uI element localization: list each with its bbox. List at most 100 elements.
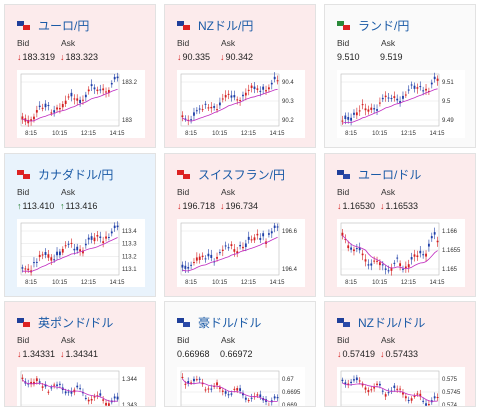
candle-body [107,236,110,238]
candle-body [376,109,378,111]
rate-card[interactable]: NZドル/ドル Bid Ask ↓0.57419 ↓0.57433 0.575 0.5745… [324,301,476,407]
mini-price-chart: 1.344 1.343 [17,367,145,406]
card-header[interactable]: NZドル/ドル [337,315,426,330]
currency-pair-title[interactable]: ランド/円 [358,18,410,33]
candle-body [396,388,399,390]
candle-body [253,86,256,90]
candle-body [404,94,407,96]
rate-card[interactable]: カナダドル/円 Bid Ask ↑113.410 ↑113.416 113.4 113.3 1… [4,153,156,297]
y-tick-label: 1.344 [122,377,138,383]
rate-card[interactable]: ユーロ/円 Bid Ask ↓183.319 ↓183.323 183.2 183 8:15 1… [4,4,156,148]
card-header[interactable]: 英ポンド/ドル [17,315,114,330]
bid-value-text: 0.66968 [177,349,210,359]
candle-body [373,108,376,110]
currency-pair-title[interactable]: ユーロ/円 [38,18,90,33]
candle-body [390,98,393,100]
currency-flag-icon [177,317,190,327]
rate-card[interactable]: ユーロ/ドル Bid Ask ↓1.16530 ↓1.16533 1.166 1.1655 1… [324,153,476,297]
candle-body [90,236,93,240]
candle-body [93,87,96,90]
flag-part [183,24,190,30]
candle-body [230,95,233,98]
candle-body [73,248,76,251]
candle-body [70,92,73,97]
candle-body [84,397,87,399]
currency-pair-title[interactable]: ユーロ/ドル [358,167,422,182]
card-header[interactable]: ユーロ/円 [17,18,90,33]
candle-body [364,108,367,111]
candle-body [273,225,276,228]
rate-card[interactable]: 英ポンド/ドル Bid Ask ↓1.34331 ↓1.34341 1.344 1.343 [4,301,156,407]
currency-pair-title[interactable]: スイスフラン/円 [198,167,285,182]
card-header[interactable]: ユーロ/ドル [337,167,422,182]
candle-body [242,392,244,396]
candle-body [410,84,413,86]
ask-value: ↓183.323 [60,52,98,62]
y-tick-label: 196.6 [282,229,298,235]
candle-body [41,254,44,256]
candle-body [184,118,187,120]
candle-body [221,98,224,100]
flag-part [337,20,344,26]
currency-pair-title[interactable]: 英ポンド/ドル [38,315,114,330]
candle-body [41,386,44,388]
x-tick-label: 14:15 [429,280,445,286]
candle-body [276,80,279,82]
ask-label: Ask [381,38,396,48]
candle-body [265,90,267,92]
candle-body [227,93,230,95]
candle-body [270,231,273,234]
card-header[interactable]: スイスフラン/円 [177,167,285,182]
candle-body [381,264,384,266]
rate-card[interactable]: スイスフラン/円 Bid Ask ↓196.718 ↓196.734 196.6 196.4… [164,153,316,297]
candle-body [402,95,404,99]
candle-body [87,237,90,240]
card-header[interactable]: カナダドル/円 [17,167,114,182]
candle-body [207,388,210,390]
candle-body [56,251,58,256]
bid-label: Bid [177,187,190,197]
candle-body [35,261,38,263]
currency-pair-title[interactable]: 豪ドル/ドル [198,315,262,330]
card-header[interactable]: ランド/円 [337,18,410,33]
candle-body [38,254,41,258]
candle-body [276,397,279,399]
bid-value: 9.510 [337,52,360,62]
currency-pair-title[interactable]: NZドル/ドル [358,315,426,330]
ask-value: ↓1.34341 [60,349,98,359]
currency-flag-icon [177,20,190,30]
rate-card[interactable]: ランド/円 Bid Ask 9.510 9.519 9.51 9.5 9.49 8:15 10:1… [324,4,476,148]
x-tick-label: 12:15 [81,131,97,137]
candle-body [53,259,56,261]
candle-body [35,378,38,382]
candle-body [350,381,353,383]
candle-body [247,89,250,91]
bid-value: ↓1.34331 [17,349,55,359]
y-tick-label: 113.3 [122,242,137,248]
candle-body [181,376,184,378]
moving-average-line [182,236,278,272]
candle-body [38,381,41,383]
candle-body [253,237,256,241]
down-arrow-icon: ↓ [220,201,225,211]
candle-body [184,383,187,385]
card-header[interactable]: 豪ドル/ドル [177,315,262,330]
candle-body [390,267,393,271]
bid-label: Bid [177,335,190,345]
mini-price-chart: 196.6 196.4 8:15 10:15 12:15 14:15 [177,219,305,287]
bid-value: ↓0.57419 [337,349,375,359]
rate-card[interactable]: NZドル/円 Bid Ask ↓90.335 ↓90.342 90.4 90.3 90.2 8:… [164,4,316,148]
candle-body [413,395,416,397]
mini-price-chart: 183.2 183 8:15 10:15 12:15 14:15 [17,70,145,138]
currency-pair-title[interactable]: NZドル/円 [198,18,254,33]
rate-card[interactable]: 豪ドル/ドル Bid Ask 0.66968 0.66972 0.67 0.6695 0.66… [164,301,316,407]
ask-value-text: 9.519 [380,52,403,62]
currency-pair-title[interactable]: カナダドル/円 [38,167,114,182]
candle-body [430,82,433,85]
card-header[interactable]: NZドル/円 [177,18,254,33]
flag-part [337,169,344,175]
candle-body [361,104,364,106]
y-tick-label: 0.5745 [442,390,461,396]
candle-body [230,244,233,247]
x-tick-label: 10:15 [212,131,228,137]
